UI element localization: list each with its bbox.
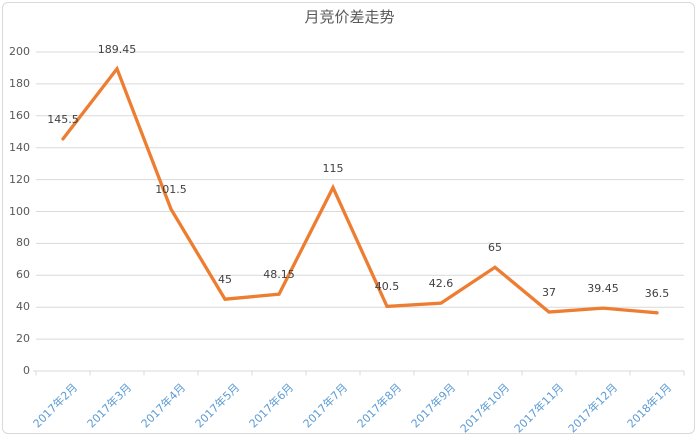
data-label: 101.5 — [155, 183, 187, 197]
data-label: 40.5 — [374, 280, 400, 294]
y-axis-label: 160 — [9, 108, 30, 122]
y-axis-label: 60 — [16, 268, 30, 282]
data-label: 39.45 — [587, 282, 619, 296]
y-axis-label: 40 — [16, 300, 30, 314]
y-axis-label: 140 — [9, 140, 30, 154]
data-label: 65 — [488, 241, 502, 255]
data-label: 45 — [218, 273, 232, 287]
y-axis-label: 120 — [9, 172, 30, 186]
y-axis-label: 80 — [16, 236, 30, 250]
y-axis-label: 180 — [9, 76, 30, 90]
y-axis-label: 0 — [23, 364, 30, 377]
data-label: 37 — [542, 285, 556, 299]
data-label: 36.5 — [644, 286, 670, 300]
data-label: 145.5 — [47, 112, 79, 126]
y-axis-label: 200 — [9, 45, 30, 58]
chart-title: 月竞价差走势 — [304, 8, 395, 26]
series-line — [61, 65, 659, 315]
data-label: 48.15 — [263, 268, 295, 282]
data-label: 189.45 — [97, 42, 137, 56]
data-label: 42.6 — [428, 277, 454, 291]
y-axis-label: 20 — [16, 332, 30, 346]
y-axis-label: 100 — [9, 204, 30, 218]
data-label: 115 — [322, 161, 344, 175]
